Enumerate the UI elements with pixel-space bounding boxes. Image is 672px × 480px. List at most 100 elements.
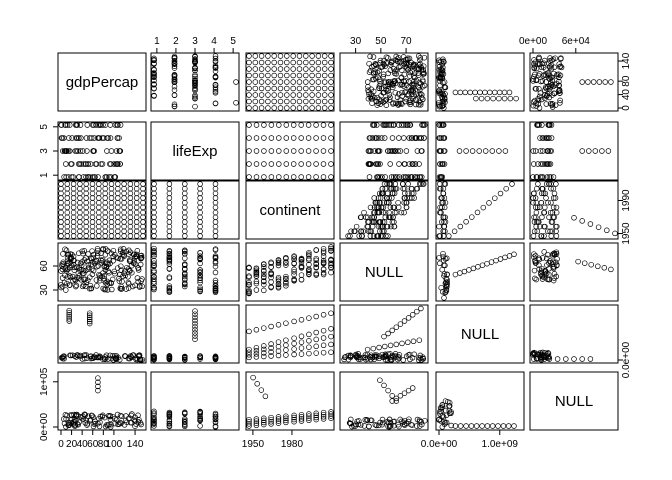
point-r0-c1-71 xyxy=(151,81,157,87)
point-r5-c2-11 xyxy=(261,415,267,422)
point-r1-c3-14 xyxy=(366,174,373,180)
point-r1-c4-33 xyxy=(476,148,482,154)
point-r3-c4-5 xyxy=(441,295,447,301)
point-r3-c0-222 xyxy=(107,260,113,267)
point-r5-c2-42 xyxy=(320,411,327,418)
point-r4-c0-75 xyxy=(74,352,81,358)
point-r5-c3-61 xyxy=(393,395,400,402)
point-r5-c0-79 xyxy=(101,414,108,421)
point-r5-c3-66 xyxy=(377,377,383,383)
point-r4-c3-52 xyxy=(347,353,354,359)
point-r0-c3-98 xyxy=(412,75,418,81)
point-r1-c2-54 xyxy=(320,122,327,128)
point-r3-c5-37 xyxy=(539,265,545,272)
point-r3-c4-29 xyxy=(443,287,450,293)
point-r4-c3-44 xyxy=(411,351,417,358)
point-r0-c5-41 xyxy=(543,85,549,92)
point-r3-c0-158 xyxy=(79,283,86,290)
point-r0-c2-14 xyxy=(252,72,259,79)
point-r1-c0-124 xyxy=(102,122,109,128)
point-r3-c1-72 xyxy=(197,275,203,281)
point-r1-c3-57 xyxy=(418,148,425,154)
point-r5-c0-88 xyxy=(95,420,101,427)
point-r0-c2-41 xyxy=(271,72,277,79)
point-r5-c3-68 xyxy=(385,387,391,394)
point-r0-c4-75 xyxy=(490,95,496,102)
point-r0-c5-73 xyxy=(545,84,551,90)
point-r4-c2-7 xyxy=(298,351,305,357)
point-r4-c2-14 xyxy=(261,350,267,356)
point-r3-c2-107 xyxy=(306,269,312,275)
point-r2-c5-58 xyxy=(530,190,537,197)
point-r0-c3-189 xyxy=(394,94,401,101)
point-r2-c0-83 xyxy=(140,209,146,216)
point-r0-c3-111 xyxy=(376,83,383,89)
point-r4-c5-37 xyxy=(530,350,537,357)
point-r0-c5-82 xyxy=(539,78,546,84)
point-r0-c3-101 xyxy=(399,67,405,73)
point-r2-c5-59 xyxy=(542,190,549,197)
point-r3-c5-42 xyxy=(531,251,537,257)
point-r5-c2-2 xyxy=(246,419,252,425)
point-r5-c3-50 xyxy=(387,423,393,429)
point-r1-c0-16 xyxy=(95,174,101,180)
point-r4-c2-42 xyxy=(291,335,297,341)
point-r0-c4-77 xyxy=(501,95,508,102)
point-r0-c1-69 xyxy=(171,65,178,71)
point-r3-c2-129 xyxy=(320,245,327,252)
point-r0-c2-19 xyxy=(258,98,265,105)
point-r2-c0-155 xyxy=(64,181,71,187)
point-r1-c0-114 xyxy=(112,122,119,128)
point-r2-c3-21 xyxy=(358,228,364,235)
point-r5-c3-42 xyxy=(355,421,362,428)
point-r1-c3-96 xyxy=(413,135,420,141)
point-r0-c3-4 xyxy=(377,57,384,64)
point-r5-c0-16 xyxy=(80,413,86,419)
point-r0-c5-69 xyxy=(556,61,562,67)
point-r5-c3-21 xyxy=(362,417,369,423)
point-r4-c0-85 xyxy=(66,307,72,314)
point-r0-c1-112 xyxy=(192,53,198,60)
point-r0-c2-66 xyxy=(290,85,296,92)
point-r1-c3-26 xyxy=(387,161,393,167)
point-r5-c0-89 xyxy=(61,416,67,422)
point-r5-c1-38 xyxy=(197,423,203,429)
point-r0-c3-177 xyxy=(417,102,424,108)
point-r2-c3-85 xyxy=(367,204,374,211)
point-r4-c0-87 xyxy=(86,318,93,325)
point-r3-c0-30 xyxy=(62,246,68,252)
top-tick-label-5-1: 6e+04 xyxy=(562,36,591,47)
point-r0-c2-24 xyxy=(258,66,265,72)
point-r3-c0-85 xyxy=(80,250,86,257)
point-r5-c0-96 xyxy=(108,421,114,428)
point-r4-c2-25 xyxy=(253,348,260,354)
point-r1-c3-58 xyxy=(414,148,421,154)
point-r1-c0-47 xyxy=(108,161,114,167)
point-r0-c2-36 xyxy=(271,105,277,111)
point-r4-c3-89 xyxy=(418,305,424,312)
point-r5-c0-26 xyxy=(122,417,129,424)
point-r0-c5-122 xyxy=(590,79,597,85)
point-r2-c0-158 xyxy=(83,181,89,187)
point-r1-c2-2 xyxy=(246,148,252,154)
point-r0-c3-221 xyxy=(401,78,407,85)
point-r0-c2-13 xyxy=(252,79,259,85)
point-r0-c5-108 xyxy=(547,55,553,61)
point-r2-c3-105 xyxy=(373,199,379,206)
point-r5-c0-100 xyxy=(95,387,101,394)
point-r1-c0-13 xyxy=(102,174,109,180)
point-r4-c3-94 xyxy=(387,342,394,349)
point-r2-c3-75 xyxy=(386,209,392,216)
point-r4-c0-83 xyxy=(66,312,72,318)
point-r2-c5-75 xyxy=(595,224,602,230)
point-r3-c2-34 xyxy=(261,271,267,277)
point-r2-c0-154 xyxy=(58,181,64,187)
point-r3-c1-81 xyxy=(197,269,203,275)
point-r3-c0-218 xyxy=(138,254,145,261)
point-r0-c3-235 xyxy=(371,76,377,83)
point-r1-c3-116 xyxy=(381,122,388,128)
point-r5-c3-45 xyxy=(376,422,382,429)
point-r5-c2-49 xyxy=(254,381,260,387)
point-r0-c2-120 xyxy=(328,85,334,92)
point-r3-c5-35 xyxy=(541,249,547,255)
